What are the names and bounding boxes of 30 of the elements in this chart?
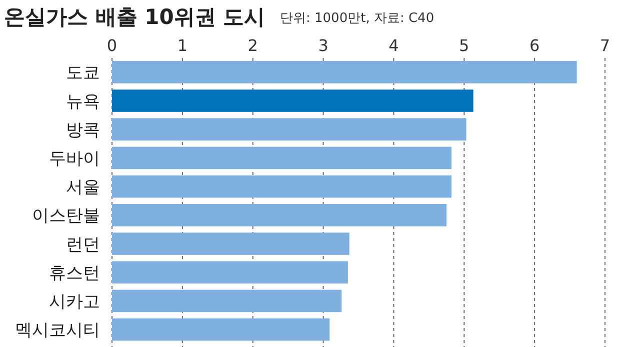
bar bbox=[112, 318, 330, 341]
bar bbox=[112, 175, 452, 198]
y-tick-label: 시카고 bbox=[49, 292, 100, 312]
bar bbox=[112, 61, 577, 84]
y-tick-label: 뉴욕 bbox=[66, 92, 100, 112]
y-tick-label: 도쿄 bbox=[66, 63, 100, 84]
bar bbox=[112, 146, 452, 170]
y-tick-label: 두바이 bbox=[49, 148, 100, 169]
chart-subtitle: 단위: 1000만t, 자료: C40 bbox=[280, 11, 434, 26]
x-tick-label: 5 bbox=[459, 36, 470, 55]
bar bbox=[112, 261, 348, 284]
chart-title: 온실가스 배출 10위권 도시 bbox=[4, 5, 266, 29]
x-tick-label: 3 bbox=[318, 36, 328, 55]
y-tick-label: 이스탄불 bbox=[32, 206, 100, 226]
bar bbox=[112, 90, 474, 112]
x-tick-label: 2 bbox=[248, 36, 258, 55]
bar bbox=[112, 204, 447, 226]
x-tick-label: 0 bbox=[106, 36, 118, 55]
x-tick-label: 6 bbox=[529, 36, 540, 55]
y-tick-label: 멕시코시티 bbox=[15, 320, 100, 341]
bar bbox=[112, 290, 342, 312]
x-tick-label: 4 bbox=[388, 36, 399, 55]
bar bbox=[112, 118, 466, 141]
x-tick-label: 7 bbox=[600, 36, 610, 55]
y-tick-label: 런던 bbox=[66, 234, 100, 255]
bar bbox=[112, 232, 350, 255]
y-tick-label: 휴스턴 bbox=[49, 263, 100, 284]
x-tick-label: 1 bbox=[177, 36, 188, 55]
y-tick-label: 방콕 bbox=[66, 120, 100, 140]
y-tick-label: 서울 bbox=[66, 178, 100, 198]
